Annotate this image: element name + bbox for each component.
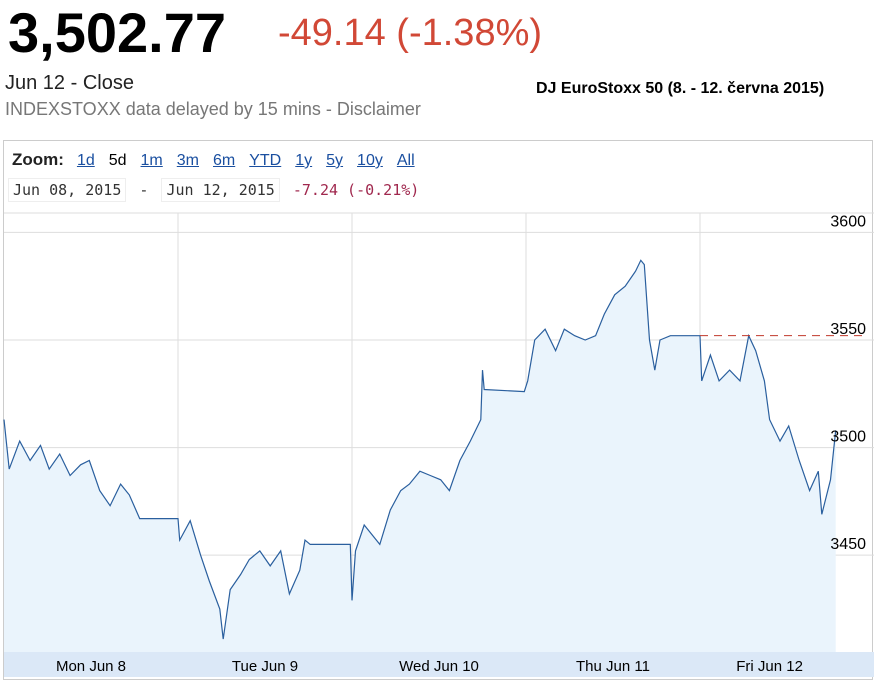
x-tick-label: Tue Jun 9 [232,658,298,675]
zoom-option[interactable]: YTD [249,152,282,169]
zoom-option[interactable]: 6m [213,152,236,169]
zoom-option[interactable]: 10y [357,152,383,169]
x-tick-label: Mon Jun 8 [56,658,126,675]
x-axis-bar [4,652,874,677]
range-end[interactable]: Jun 12, 2015 [161,178,280,202]
delay-note: INDEXSTOXX data delayed by 15 mins - Dis… [5,99,421,120]
y-tick-label: 3600 [830,213,866,230]
x-tick-label: Fri Jun 12 [736,658,803,675]
zoom-option[interactable]: 5y [326,152,344,169]
y-tick-label: 3550 [830,321,866,338]
date-range: Jun 08, 2015 - Jun 12, 2015 -7.24 (-0.21… [8,178,423,202]
range-sep: - [139,181,149,199]
zoom-option[interactable]: All [396,152,415,169]
y-tick-label: 3450 [830,536,866,553]
price: 3,502.77 [8,1,226,64]
zoom-option[interactable]: 5d [108,152,127,169]
zoom-option[interactable]: 1m [140,152,163,169]
y-tick-label: 3500 [830,429,866,446]
x-tick-label: Wed Jun 10 [399,658,479,675]
zoom-bar: Zoom: 1d 5d 1m 3m 6m YTD 1y 5y 10y All [12,150,422,170]
zoom-option[interactable]: 1d [76,152,95,169]
zoom-option[interactable]: 1y [295,152,313,169]
x-tick-label: Thu Jun 11 [576,658,650,675]
range-start[interactable]: Jun 08, 2015 [8,178,127,202]
zoom-label: Zoom: [12,150,64,169]
disclaimer-link[interactable]: Disclaimer [336,99,421,119]
area [4,260,836,652]
delay-text: INDEXSTOXX data delayed by 15 mins - [5,99,337,119]
range-change: -7.24 (-0.21%) [292,181,420,199]
price-change: -49.14 (-1.38%) [278,12,543,54]
status: Jun 12 - Close [5,72,134,94]
caption: DJ EuroStoxx 50 (8. - 12. června 2015) [536,80,825,97]
zoom-option[interactable]: 3m [176,152,199,169]
line [3,259,837,640]
chart-panel [3,140,873,680]
